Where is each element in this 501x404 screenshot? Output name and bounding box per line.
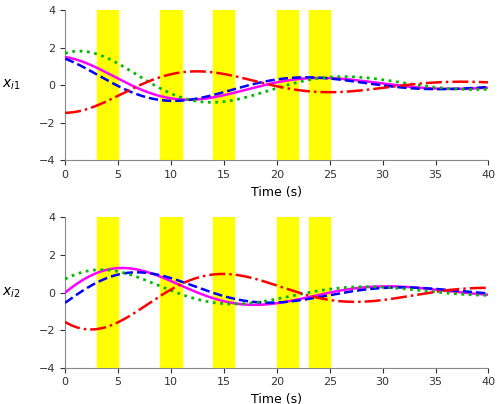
- X-axis label: Time (s): Time (s): [252, 185, 302, 199]
- Bar: [97, 217, 118, 368]
- Bar: [213, 10, 234, 160]
- Y-axis label: $x_{i1}$: $x_{i1}$: [2, 78, 21, 93]
- Bar: [309, 10, 330, 160]
- Bar: [160, 217, 181, 368]
- Bar: [277, 217, 298, 368]
- Bar: [277, 10, 298, 160]
- Bar: [213, 217, 234, 368]
- Bar: [309, 217, 330, 368]
- Bar: [97, 10, 118, 160]
- Bar: [160, 10, 181, 160]
- Y-axis label: $x_{i2}$: $x_{i2}$: [2, 285, 21, 300]
- X-axis label: Time (s): Time (s): [252, 393, 302, 404]
